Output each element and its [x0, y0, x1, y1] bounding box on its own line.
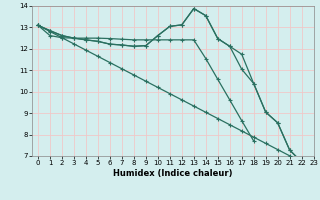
X-axis label: Humidex (Indice chaleur): Humidex (Indice chaleur): [113, 169, 233, 178]
